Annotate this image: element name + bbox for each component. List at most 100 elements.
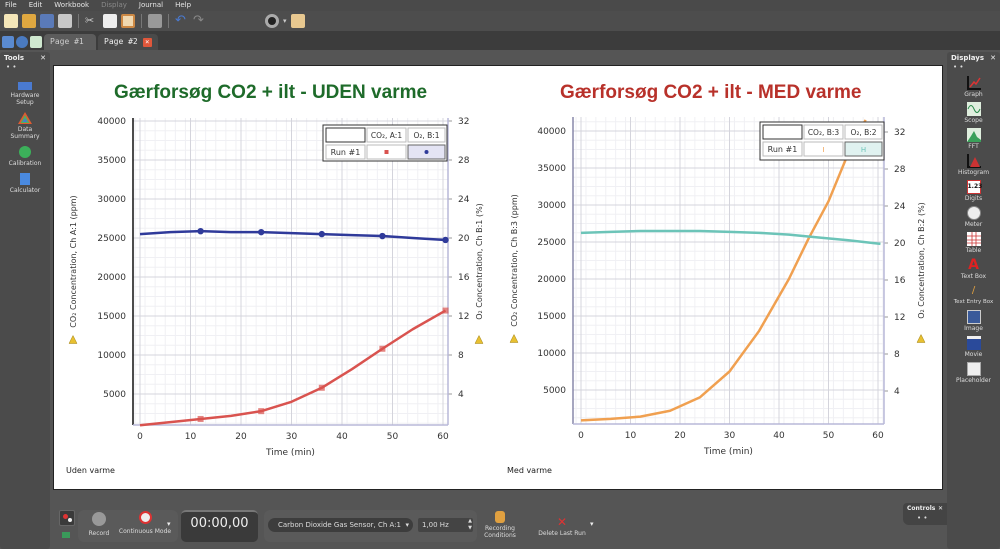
layout-icon[interactable] (290, 14, 305, 28)
menu-bar: File Edit Workbook Display Journal Help (0, 0, 1000, 11)
print-icon[interactable] (58, 14, 72, 28)
rate-stepper-icon[interactable]: ▲ ▼ (468, 518, 472, 531)
menu-help[interactable]: Help (175, 1, 192, 9)
cut-icon[interactable]: ✂ (85, 14, 95, 27)
svg-text:20: 20 (235, 432, 247, 442)
series-line (580, 229, 881, 246)
display-label: Graph (964, 91, 983, 98)
red-dot-icon (63, 514, 68, 519)
svg-text:20: 20 (894, 239, 906, 249)
chevron-down-icon: ▾ (405, 521, 409, 529)
left-chart[interactable]: 0 10 20 30 40 50 60 5000 10000 15000 20000 25000 300… (68, 117, 484, 458)
menu-journal[interactable]: Journal (138, 1, 164, 9)
display-label: Movie (964, 351, 983, 358)
warning-icon[interactable] (68, 334, 78, 344)
svg-text:12: 12 (458, 312, 469, 322)
svg-text:32: 32 (458, 117, 469, 127)
tab-page-2[interactable]: Page #2 × (98, 34, 158, 50)
close-icon[interactable]: ✕ (40, 54, 46, 62)
tool-hardware-setup[interactable]: Hardware Setup (0, 78, 50, 106)
toolbar: ✂ ↶ ↷ ▾ (0, 11, 1000, 31)
svg-text:CO₂, A:1: CO₂, A:1 (371, 131, 402, 140)
panel-grip-icon[interactable]: • • (953, 63, 964, 71)
delete-dropdown-icon[interactable]: ▾ (590, 520, 594, 528)
display-image[interactable]: Image (947, 310, 1000, 332)
display-graph[interactable]: Graph (947, 76, 1000, 98)
delete-last-run-button[interactable]: ✕ Delete Last Run (536, 516, 588, 537)
display-histogram[interactable]: Histogram (947, 154, 1000, 176)
svg-text:20: 20 (458, 234, 470, 244)
new-icon[interactable] (4, 14, 18, 28)
svg-text:50: 50 (823, 431, 835, 441)
panel-grip-icon[interactable]: • • (917, 514, 928, 522)
display-text-entry-box[interactable]: / Text Entry Box (947, 284, 1000, 306)
movie-icon (966, 336, 981, 350)
display-movie[interactable]: Movie (947, 336, 1000, 358)
warning-icon[interactable] (474, 334, 484, 344)
display-placeholder[interactable]: Placeholder (947, 362, 1000, 384)
recording-conditions-button[interactable]: Recording Conditions (480, 511, 520, 539)
svg-text:28: 28 (894, 165, 906, 175)
display-digits[interactable]: 1.23 Digits (947, 180, 1000, 202)
svg-text:25000: 25000 (97, 234, 126, 244)
tab-bar: Page #1 Page #2 × (0, 31, 1000, 50)
display-text-box[interactable]: A Text Box (947, 258, 1000, 280)
mode-dropdown-icon[interactable]: ▾ (167, 520, 171, 528)
signal-icon[interactable] (62, 532, 70, 538)
save-icon[interactable] (40, 14, 54, 28)
warning-icon[interactable] (916, 333, 926, 343)
display-label: Table (965, 247, 982, 254)
sensor-select[interactable]: Carbon Dioxide Gas Sensor, Ch A:1 ▾ (268, 518, 413, 532)
display-meter[interactable]: Meter (947, 206, 1000, 228)
paste-icon[interactable] (121, 14, 135, 28)
record-button[interactable]: Record (84, 512, 114, 537)
display-label: Scope (964, 117, 983, 124)
display-table[interactable]: Table (947, 232, 1000, 254)
panel-grip-icon[interactable]: • • (6, 63, 17, 71)
warning-icon[interactable] (509, 333, 519, 343)
svg-text:4: 4 (458, 390, 464, 400)
tool-data-summary[interactable]: Data Summary (0, 112, 50, 140)
journal-icon[interactable] (30, 36, 42, 48)
y2-axis-label: O₂ Concentration, Ch B:1 (%) (475, 203, 484, 320)
svg-text:50: 50 (387, 432, 399, 442)
close-icon[interactable]: ✕ (937, 505, 943, 512)
display-label: Digits (964, 195, 983, 202)
close-icon[interactable]: ✕ (990, 54, 996, 62)
svg-text:I: I (822, 146, 824, 154)
menu-workbook[interactable]: Workbook (54, 1, 90, 9)
right-chart[interactable]: 0 10 20 30 40 50 60 5000 10000 15000 20000 25000 300… (509, 117, 926, 457)
white-dot-icon (68, 518, 72, 522)
tab-page-1[interactable]: Page #1 (44, 34, 96, 50)
screenshot-icon[interactable] (148, 14, 162, 28)
svg-text:8: 8 (458, 351, 464, 361)
svg-text:5000: 5000 (103, 390, 126, 400)
camera-icon[interactable] (265, 14, 279, 28)
settings-icon[interactable] (16, 36, 28, 48)
fft-icon (966, 128, 981, 142)
redo-icon[interactable]: ↷ (193, 13, 204, 28)
menu-display[interactable]: Display (101, 1, 127, 9)
window-icon[interactable] (2, 36, 14, 48)
camera-dropdown-icon[interactable]: ▾ (283, 17, 287, 25)
undo-icon[interactable]: ↶ (175, 13, 186, 28)
controls-panel-header: Controls ✕ (903, 503, 947, 515)
display-scope[interactable]: Scope (947, 102, 1000, 124)
tool-label: Data Summary (10, 126, 40, 140)
open-icon[interactable] (22, 14, 36, 28)
sample-rate-input[interactable]: 1,00 Hz ▲ ▼ (418, 518, 473, 532)
series-line (139, 309, 447, 427)
tool-calculator[interactable]: Calculator (0, 173, 50, 194)
display-fft[interactable]: FFT (947, 128, 1000, 150)
menu-edit[interactable]: Edit (28, 1, 43, 9)
copy-icon[interactable] (103, 14, 117, 28)
record-label: Record (88, 530, 110, 537)
close-tab-icon[interactable]: × (142, 37, 152, 47)
pencil-icon: / (971, 285, 976, 296)
tool-calibration[interactable]: Calibration (0, 146, 50, 167)
y-axis-label: CO₂ Concentration, Ch A:1 (ppm) (69, 195, 78, 327)
menu-file[interactable]: File (5, 1, 17, 9)
continuous-mode-button[interactable]: Continuous Mode (116, 511, 174, 535)
svg-text:Run #1: Run #1 (331, 148, 361, 157)
